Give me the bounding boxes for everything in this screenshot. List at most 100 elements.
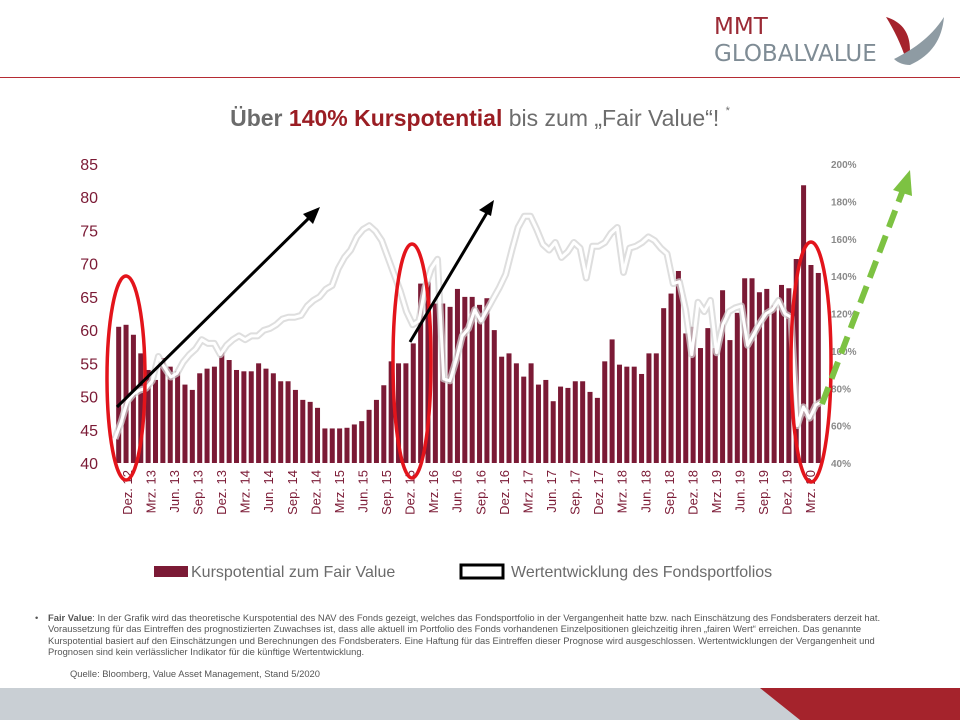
bar	[624, 366, 630, 463]
x-tick-label: Dez. 16	[497, 470, 512, 515]
x-tick-label: Jun. 17	[544, 470, 559, 513]
x-tick-label: Dez. 12	[120, 470, 135, 515]
line-series	[111, 212, 824, 440]
legend-label-bars: Kurspotential zum Fair Value	[191, 564, 395, 581]
x-tick-label: Mrz. 16	[426, 470, 441, 513]
footnote-bullet: •	[35, 612, 39, 623]
title-footnote-star: *	[725, 105, 730, 117]
chart-title: Über 140% Kurspotential bis zum „Fair Va…	[0, 105, 960, 132]
y-tick-label: 60	[80, 323, 98, 340]
title-suffix: bis zum „Fair Value“!	[502, 105, 726, 131]
bar	[565, 387, 571, 463]
footer-bar	[0, 688, 800, 720]
y2-tick-label: 40%	[831, 459, 851, 470]
bar	[712, 348, 718, 463]
bar	[771, 305, 777, 463]
bar	[609, 339, 615, 463]
forecast-arrowhead	[893, 170, 912, 196]
x-tick-label: Jun. 16	[450, 470, 465, 513]
title-highlight: 140% Kurspotential	[288, 105, 503, 131]
x-tick-label: Mrz. 14	[238, 470, 253, 513]
chart: 85 80 75 70 65 60 55 50 45 40 200% 180% 160% 140% 120…	[80, 157, 912, 581]
legend-swatch-line	[459, 563, 505, 580]
bar	[211, 366, 217, 463]
bar	[653, 353, 659, 463]
x-tick-label: Dez. 13	[214, 470, 229, 515]
bar	[808, 265, 814, 463]
x-tick-label: Mrz. 15	[332, 470, 347, 513]
y-tick-label: 40	[80, 456, 98, 473]
x-tick-label: Sep. 14	[285, 470, 300, 515]
trend-arrowhead-1	[303, 207, 320, 224]
bar	[396, 363, 402, 463]
bar	[403, 363, 409, 463]
bar	[285, 381, 291, 463]
y2-tick-label: 160%	[831, 235, 857, 246]
bar	[668, 293, 674, 463]
y-tick-label: 55	[80, 356, 98, 373]
y-tick-label: 85	[80, 157, 98, 174]
bar	[661, 308, 667, 463]
x-tick-label: Mrz. 19	[709, 470, 724, 513]
x-tick-label: Jun. 13	[167, 470, 182, 513]
bar	[727, 340, 733, 463]
source-note: Quelle: Bloomberg, Value Asset Managemen…	[70, 668, 320, 679]
bar	[440, 303, 446, 463]
brand-name: MMT GLOBALVALUE	[714, 14, 877, 68]
brand-line-1: MMT	[714, 14, 768, 40]
x-tick-label: Dez. 19	[780, 470, 795, 515]
bar	[167, 366, 173, 463]
sail-logo-icon	[886, 17, 944, 65]
bar	[373, 399, 379, 463]
bar	[145, 369, 151, 463]
bar	[815, 272, 821, 463]
bar	[491, 330, 497, 463]
bar	[484, 298, 490, 463]
bar	[189, 389, 195, 463]
y2-tick-label: 140%	[831, 272, 857, 283]
bar	[329, 428, 335, 463]
bar	[278, 381, 284, 463]
bar	[381, 385, 387, 463]
bar	[322, 428, 328, 463]
x-tick-label: Sep. 13	[191, 470, 206, 515]
bar	[646, 353, 652, 463]
bar	[734, 312, 740, 463]
bar	[742, 278, 748, 463]
header-divider	[0, 77, 960, 78]
bar	[432, 303, 438, 463]
bar	[425, 281, 431, 463]
bar	[204, 368, 210, 463]
bar	[543, 379, 549, 463]
trend-arrow-1	[115, 213, 314, 409]
highlight-ellipse-3	[789, 240, 833, 484]
x-tick-label: Mrz. 13	[143, 470, 158, 513]
x-tick-label: Dez. 18	[685, 470, 700, 515]
y-axis-left: 85 80 75 70 65 60 55 50 45 40	[80, 157, 98, 473]
bar	[248, 371, 254, 463]
x-tick-label: Sep. 17	[568, 470, 583, 515]
bar	[454, 288, 460, 463]
bar	[506, 353, 512, 463]
bar	[683, 333, 689, 463]
x-tick-label: Mrz. 17	[520, 470, 535, 513]
y-tick-label: 45	[80, 423, 98, 440]
y2-tick-label: 120%	[831, 310, 857, 321]
y2-tick-label: 180%	[831, 197, 857, 208]
y2-tick-label: 60%	[831, 422, 851, 433]
footnote: • Fair Value: In der Grafik wird das the…	[35, 612, 910, 658]
bar	[528, 363, 534, 463]
y-tick-label: 50	[80, 390, 98, 407]
bar	[219, 351, 225, 463]
bar	[234, 369, 240, 463]
bar	[580, 381, 586, 463]
y-tick-label: 65	[80, 290, 98, 307]
bar	[705, 328, 711, 463]
legend-swatch-bars	[154, 566, 188, 577]
bar	[749, 278, 755, 463]
bar	[388, 361, 394, 463]
bar	[138, 353, 144, 463]
bar	[270, 373, 276, 463]
x-axis: Dez. 12 Mrz. 13 Jun. 13 Sep. 13 Dez. 13 Mrz. …	[120, 470, 818, 515]
bar	[690, 326, 696, 463]
